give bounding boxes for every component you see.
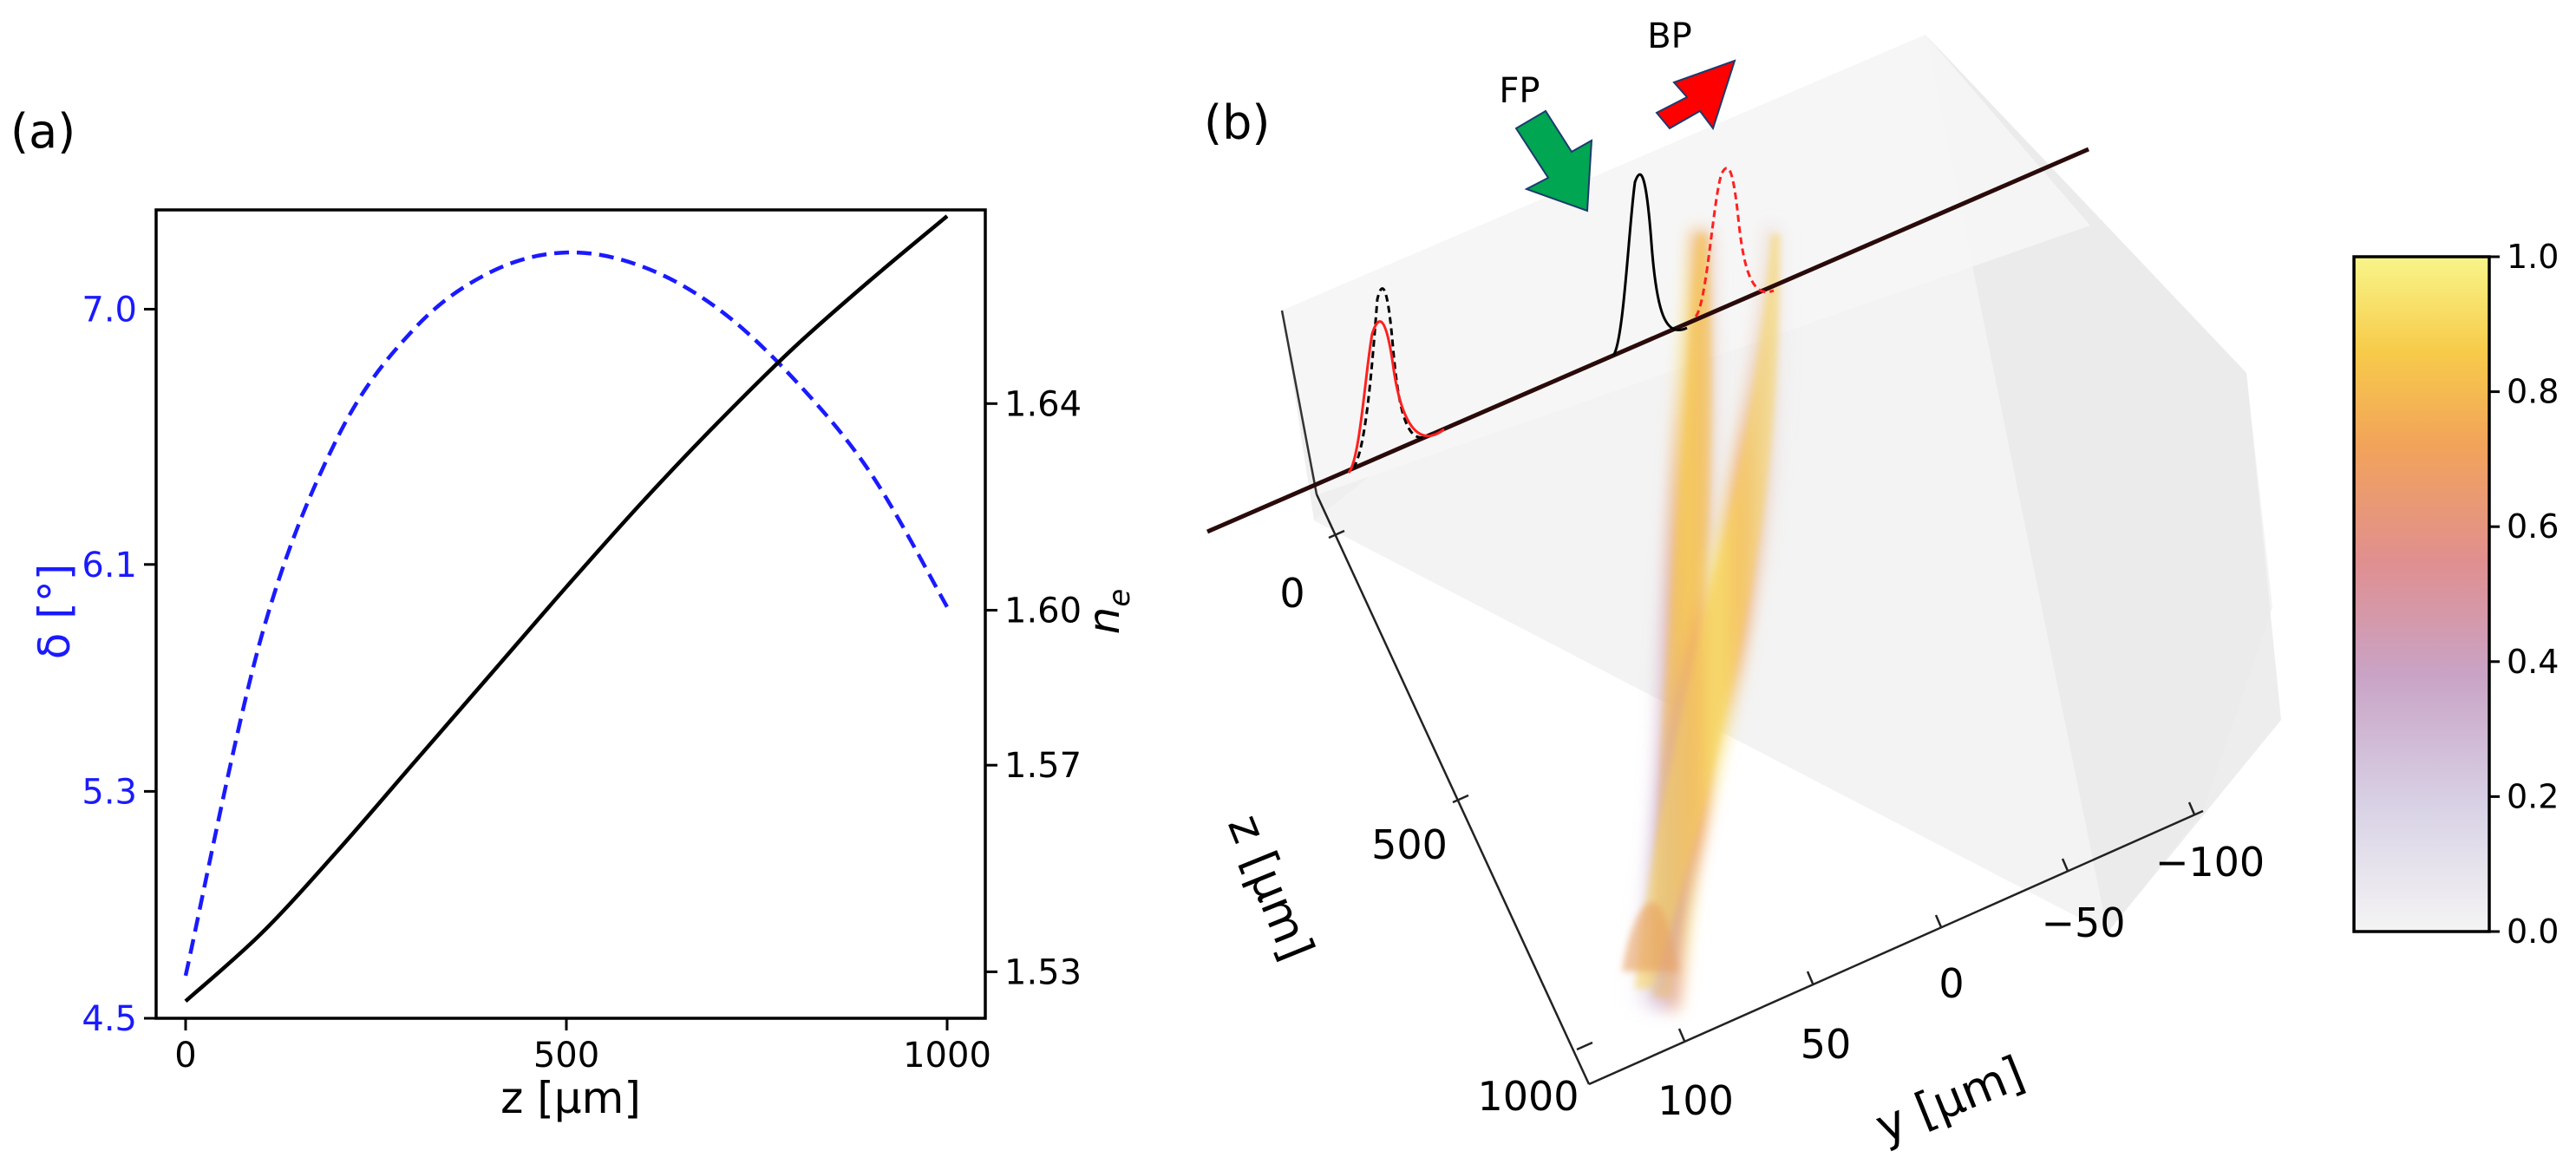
input-profile-black	[1351, 287, 1432, 469]
right-tick-label: 1.64	[1004, 384, 1082, 424]
panel-a: (a) 4.5 5.3 6.1 7.0 1.53 1.57 1.60 1.64 0 500 10…	[10, 104, 1137, 1123]
x-axis-title: z [μm]	[500, 1073, 641, 1123]
bp-label: BP	[1647, 16, 1692, 56]
z-tick-0: 0	[1279, 570, 1304, 617]
right-axis-title-base: n	[1079, 607, 1129, 635]
left-axis-ticks: 4.5 5.3 6.1 7.0	[82, 290, 156, 1039]
ne-series-line	[184, 214, 949, 1003]
y-tick-neg50: −50	[2041, 899, 2125, 946]
right-tick-label: 1.53	[1004, 952, 1082, 992]
right-axis-ticks: 1.53 1.57 1.60 1.64	[985, 384, 1082, 992]
z-tick-1000: 1000	[1477, 1073, 1579, 1120]
right-tick-label: 1.57	[1004, 746, 1082, 786]
side-plane	[1925, 35, 2281, 932]
colorbar: 0.0 0.2 0.4 0.6 0.8 1.0	[2352, 238, 2559, 951]
input-profile-red	[1347, 320, 1445, 474]
y-tick-100: 100	[1657, 1077, 1734, 1124]
y-axis-line	[1588, 809, 2204, 1086]
colorbar-tick-label: 1.0	[2507, 238, 2559, 276]
z-axis-line	[1315, 494, 1591, 1085]
plot-frame-a	[154, 208, 987, 1020]
right-tick-label: 1.60	[1004, 592, 1082, 631]
colorbar-ticks: 0.0 0.2 0.4 0.6 0.8 1.0	[2489, 238, 2559, 951]
panel-label-b: (b)	[1204, 95, 1270, 150]
left-tick-label: 6.1	[82, 546, 137, 585]
panel-label-a: (a)	[10, 104, 75, 159]
y-tick-50: 50	[1801, 1021, 1852, 1068]
left-tick-label: 4.5	[82, 999, 137, 1039]
beam-source-peak	[1622, 902, 1678, 971]
bp-arrow	[1655, 59, 1736, 131]
fp-label: FP	[1499, 71, 1540, 111]
left-tick-label: 5.3	[82, 772, 137, 812]
output-profile-red	[1694, 167, 1775, 317]
right-axis-title-sub: e	[1102, 589, 1137, 607]
left-tick-label: 7.0	[82, 290, 137, 330]
right-axis-title: ne	[1079, 589, 1137, 635]
vertical-edge	[1280, 310, 1318, 495]
z-axis-title: z [μm]	[1217, 807, 1324, 967]
y-tick-neg100: −100	[2155, 839, 2265, 886]
x-tick-label: 500	[533, 1036, 599, 1076]
z-tick-500: 500	[1371, 821, 1448, 868]
colorbar-gradient	[2352, 255, 2491, 933]
y-axis-title: y [μm]	[1868, 1045, 2032, 1154]
output-profile-black	[1612, 173, 1688, 356]
panel-b: (b) FP BP	[1204, 16, 2281, 1154]
delta-series-line	[183, 250, 949, 977]
y-tick-0: 0	[1939, 960, 1964, 1007]
colorbar-tick-label: 0.6	[2507, 507, 2559, 546]
x-axis-ticks: 0 500 1000	[174, 1018, 991, 1076]
back-top-plane	[1282, 35, 2090, 494]
fp-arrow	[1514, 109, 1593, 213]
left-axis-title: δ [°]	[29, 564, 80, 660]
colorbar-tick-label: 0.2	[2507, 777, 2559, 815]
x-tick-label: 0	[174, 1036, 196, 1076]
beam-backward	[1626, 226, 1789, 1006]
colorbar-tick-label: 0.0	[2507, 912, 2559, 951]
colorbar-tick-label: 0.8	[2507, 373, 2559, 411]
colorbar-tick-label: 0.4	[2507, 643, 2559, 681]
x-tick-label: 1000	[903, 1036, 991, 1076]
